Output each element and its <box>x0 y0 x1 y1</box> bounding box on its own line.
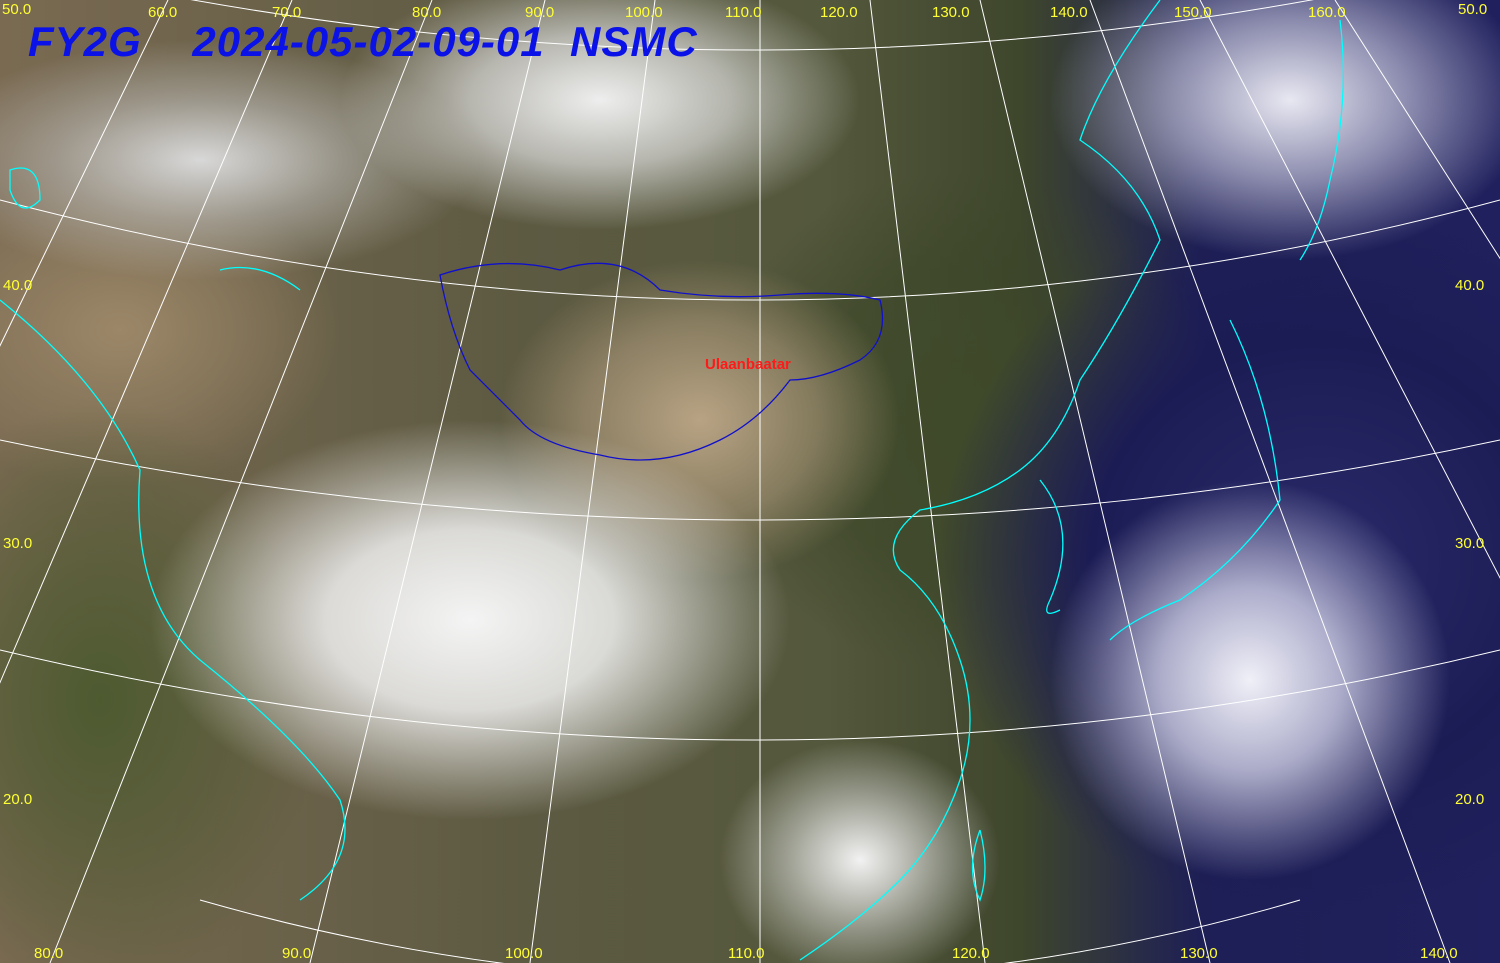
bottom-label: 110.0 <box>728 945 765 962</box>
longitude-line-90 <box>309 0 546 963</box>
mongolia-border <box>439 262 884 461</box>
agency-name: NSMC <box>569 18 698 65</box>
top-label: 110.0 <box>725 4 762 21</box>
longitude-line-120 <box>869 0 986 963</box>
left-label: 20.0 <box>3 791 33 808</box>
top-label: 70.0 <box>272 4 302 21</box>
longitude-line-130 <box>979 0 1211 963</box>
image-title: FY2G 2024-05-02-09-01 NSMC <box>28 18 698 66</box>
bottom-label: 130.0 <box>1180 945 1218 962</box>
latitude-line-50 <box>190 0 1315 51</box>
top-label: 150.0 <box>1174 4 1212 21</box>
longitude-line-150 <box>1199 0 1500 579</box>
latitude-line-40 <box>0 199 1500 301</box>
city-label: Ulaanbaatar <box>705 356 791 373</box>
bottom-label: 80.0 <box>34 945 64 962</box>
longitude-line-80 <box>49 0 433 963</box>
top-label: 60.0 <box>148 4 178 21</box>
latitude-line-20 <box>0 649 1500 741</box>
observation-datetime: 2024-05-02-09-01 <box>192 18 545 65</box>
satellite-name: FY2G <box>28 18 142 65</box>
right-label: 20.0 <box>1455 791 1485 808</box>
left-label: 40.0 <box>3 277 33 294</box>
right-label: 30.0 <box>1455 535 1485 552</box>
top-label: 120.0 <box>820 4 858 21</box>
longitude-line-60 <box>0 0 169 347</box>
bottom-label: 140.0 <box>1420 945 1458 962</box>
longitude-line-160 <box>1334 0 1500 260</box>
left-label: 30.0 <box>3 535 33 552</box>
longitude-line-100 <box>529 0 656 963</box>
longitude-line-70 <box>0 0 293 684</box>
latitude-line-10 <box>199 899 1301 963</box>
top-label: 130.0 <box>932 4 970 21</box>
right-label: 40.0 <box>1455 277 1485 294</box>
longitude-line-140 <box>1089 0 1451 963</box>
top-label: 160.0 <box>1308 4 1346 21</box>
bottom-label: 120.0 <box>952 945 990 962</box>
bottom-label: 90.0 <box>282 945 312 962</box>
top-label: 140.0 <box>1050 4 1088 21</box>
coastlines <box>0 0 1344 961</box>
bottom-label: 100.0 <box>505 945 543 962</box>
top-label: 80.0 <box>412 4 442 21</box>
top-label: 90.0 <box>525 4 555 21</box>
top-label: 100.0 <box>625 4 663 21</box>
top-label: 50.0 <box>1458 1 1488 18</box>
top-label: 50.0 <box>2 1 32 18</box>
